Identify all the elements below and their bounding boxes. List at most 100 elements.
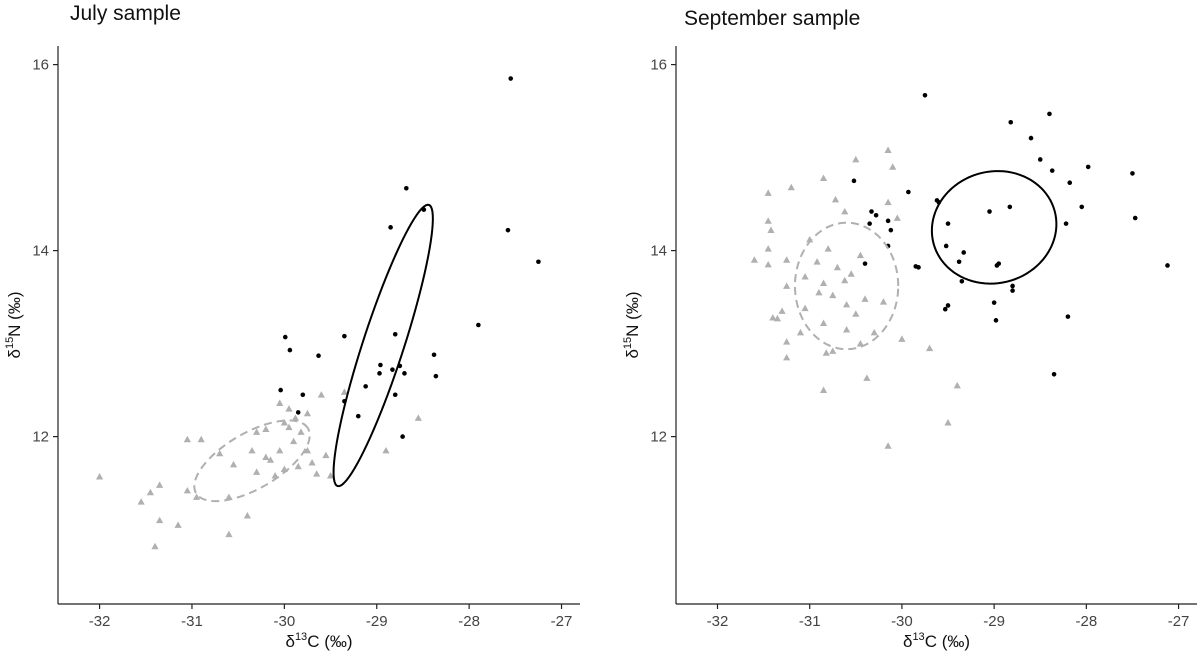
data-point-circle xyxy=(862,261,868,266)
data-point-triangle xyxy=(291,414,300,421)
data-point-triangle xyxy=(833,263,841,271)
data-point-triangle xyxy=(819,386,828,393)
data-point-triangle xyxy=(280,419,288,426)
data-point-circle xyxy=(942,306,948,312)
data-point-circle xyxy=(1028,135,1034,141)
x-tick-label: -28 xyxy=(1076,613,1098,630)
data-point-circle xyxy=(1165,263,1170,268)
data-point-triangle xyxy=(856,251,865,259)
data-point-triangle xyxy=(262,425,270,433)
x-axis-title: δ13C (‰) xyxy=(903,631,970,651)
data-point-triangle xyxy=(750,256,758,263)
data-point-triangle xyxy=(783,338,791,345)
data-point-triangle xyxy=(303,409,312,417)
data-point-circle xyxy=(1079,204,1085,210)
data-point-circle xyxy=(1047,111,1052,117)
data-point-circle xyxy=(431,352,437,358)
data-point-circle xyxy=(282,334,288,340)
data-point-circle xyxy=(505,227,511,233)
data-point-circle xyxy=(295,410,301,415)
x-tick-label: -27 xyxy=(1168,613,1190,630)
data-point-triangle xyxy=(308,459,316,466)
data-point-circle xyxy=(287,347,293,353)
data-point-triangle xyxy=(787,183,795,191)
data-point-circle xyxy=(355,413,361,419)
data-point-triangle xyxy=(870,328,878,336)
data-point-circle xyxy=(987,209,992,214)
x-axis-title: δ13C (‰) xyxy=(285,631,352,651)
data-point-triangle xyxy=(852,310,860,317)
data-point-triangle xyxy=(146,488,154,496)
data-point-triangle xyxy=(884,198,892,206)
x-tick-label: -29 xyxy=(983,613,1005,630)
data-point-triangle xyxy=(842,300,851,308)
data-point-circle xyxy=(869,209,874,214)
data-point-triangle xyxy=(783,256,791,263)
data-point-triangle xyxy=(819,279,828,287)
data-point-triangle xyxy=(889,163,897,170)
y-tick-label: 16 xyxy=(650,57,667,74)
data-point-circle xyxy=(433,373,439,379)
x-tick-label: -30 xyxy=(891,613,913,630)
data-point-circle xyxy=(991,300,997,305)
y-axis-title: δ15N (‰) xyxy=(4,291,24,358)
panel-july: July sample -32 -31 -30 -29 -28 -27 12 14 16 δ13C … xyxy=(4,2,580,651)
data-point-triangle xyxy=(856,340,865,347)
data-point-circle xyxy=(404,185,409,191)
data-point-triangle xyxy=(884,146,892,154)
data-point-triangle xyxy=(95,472,104,480)
data-point-circle xyxy=(1007,204,1013,210)
data-point-circle xyxy=(1067,180,1073,186)
data-point-triangle xyxy=(893,214,901,221)
data-point-triangle xyxy=(767,226,775,234)
data-point-circle xyxy=(388,225,393,230)
data-point-triangle xyxy=(898,335,906,342)
data-point-circle xyxy=(390,367,395,372)
data-point-triangle xyxy=(253,428,261,435)
data-point-triangle xyxy=(414,414,422,421)
data-point-circle xyxy=(993,318,999,323)
data-point-circle xyxy=(1063,221,1069,226)
data-point-triangle xyxy=(156,516,164,524)
data-point-circle xyxy=(316,353,321,358)
data-point-triangle xyxy=(824,245,832,252)
data-point-circle xyxy=(959,278,965,284)
data-point-triangle xyxy=(276,399,284,406)
data-point-circle xyxy=(888,227,894,233)
data-point-triangle xyxy=(773,314,782,322)
data-point-circle xyxy=(906,189,911,195)
x-tick-label: -32 xyxy=(89,613,111,630)
data-point-circle xyxy=(1049,168,1055,173)
data-point-triangle xyxy=(831,195,840,203)
data-point-circle xyxy=(994,263,1000,268)
data-point-triangle xyxy=(289,437,298,445)
y-axis-title: δ15N (‰) xyxy=(622,291,642,358)
data-point-circle xyxy=(377,371,382,376)
ellipse-solid xyxy=(930,170,1058,285)
y-tick-label: 16 xyxy=(32,57,49,74)
panel-september: September sample -32 -31 -30 -29 -28 -27 12 14 16… xyxy=(622,7,1197,651)
data-point-circle xyxy=(961,250,967,255)
data-point-circle xyxy=(945,221,951,226)
data-point-circle xyxy=(1010,288,1015,293)
data-point-triangle xyxy=(863,374,871,381)
data-point-triangle xyxy=(297,428,305,435)
data-point-triangle xyxy=(197,435,205,443)
data-point-triangle xyxy=(151,542,159,550)
data-point-circle xyxy=(1085,164,1091,170)
data-point-triangle xyxy=(783,282,791,289)
data-point-triangle xyxy=(841,207,849,215)
data-point-triangle xyxy=(842,326,851,333)
data-point-triangle xyxy=(183,435,191,443)
x-tick-label: -27 xyxy=(551,613,573,630)
data-point-triangle xyxy=(925,344,934,352)
data-point-triangle xyxy=(813,258,821,265)
data-point-triangle xyxy=(216,449,224,457)
data-point-triangle xyxy=(861,295,869,302)
data-point-circle xyxy=(1132,215,1138,221)
data-point-triangle xyxy=(313,470,321,477)
data-point-triangle xyxy=(225,530,233,538)
data-point-triangle xyxy=(294,462,302,470)
x-tick-label: -28 xyxy=(458,613,480,630)
